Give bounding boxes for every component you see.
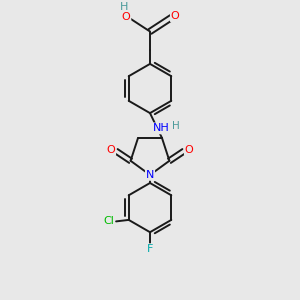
Text: NH: NH: [153, 123, 169, 134]
Text: O: O: [122, 12, 130, 22]
Text: O: O: [171, 11, 180, 21]
Text: Cl: Cl: [103, 216, 114, 226]
Text: H: H: [172, 121, 180, 131]
Text: H: H: [119, 2, 128, 12]
Text: F: F: [147, 244, 153, 254]
Text: O: O: [185, 145, 194, 155]
Text: N: N: [146, 170, 154, 180]
Text: O: O: [106, 145, 115, 155]
